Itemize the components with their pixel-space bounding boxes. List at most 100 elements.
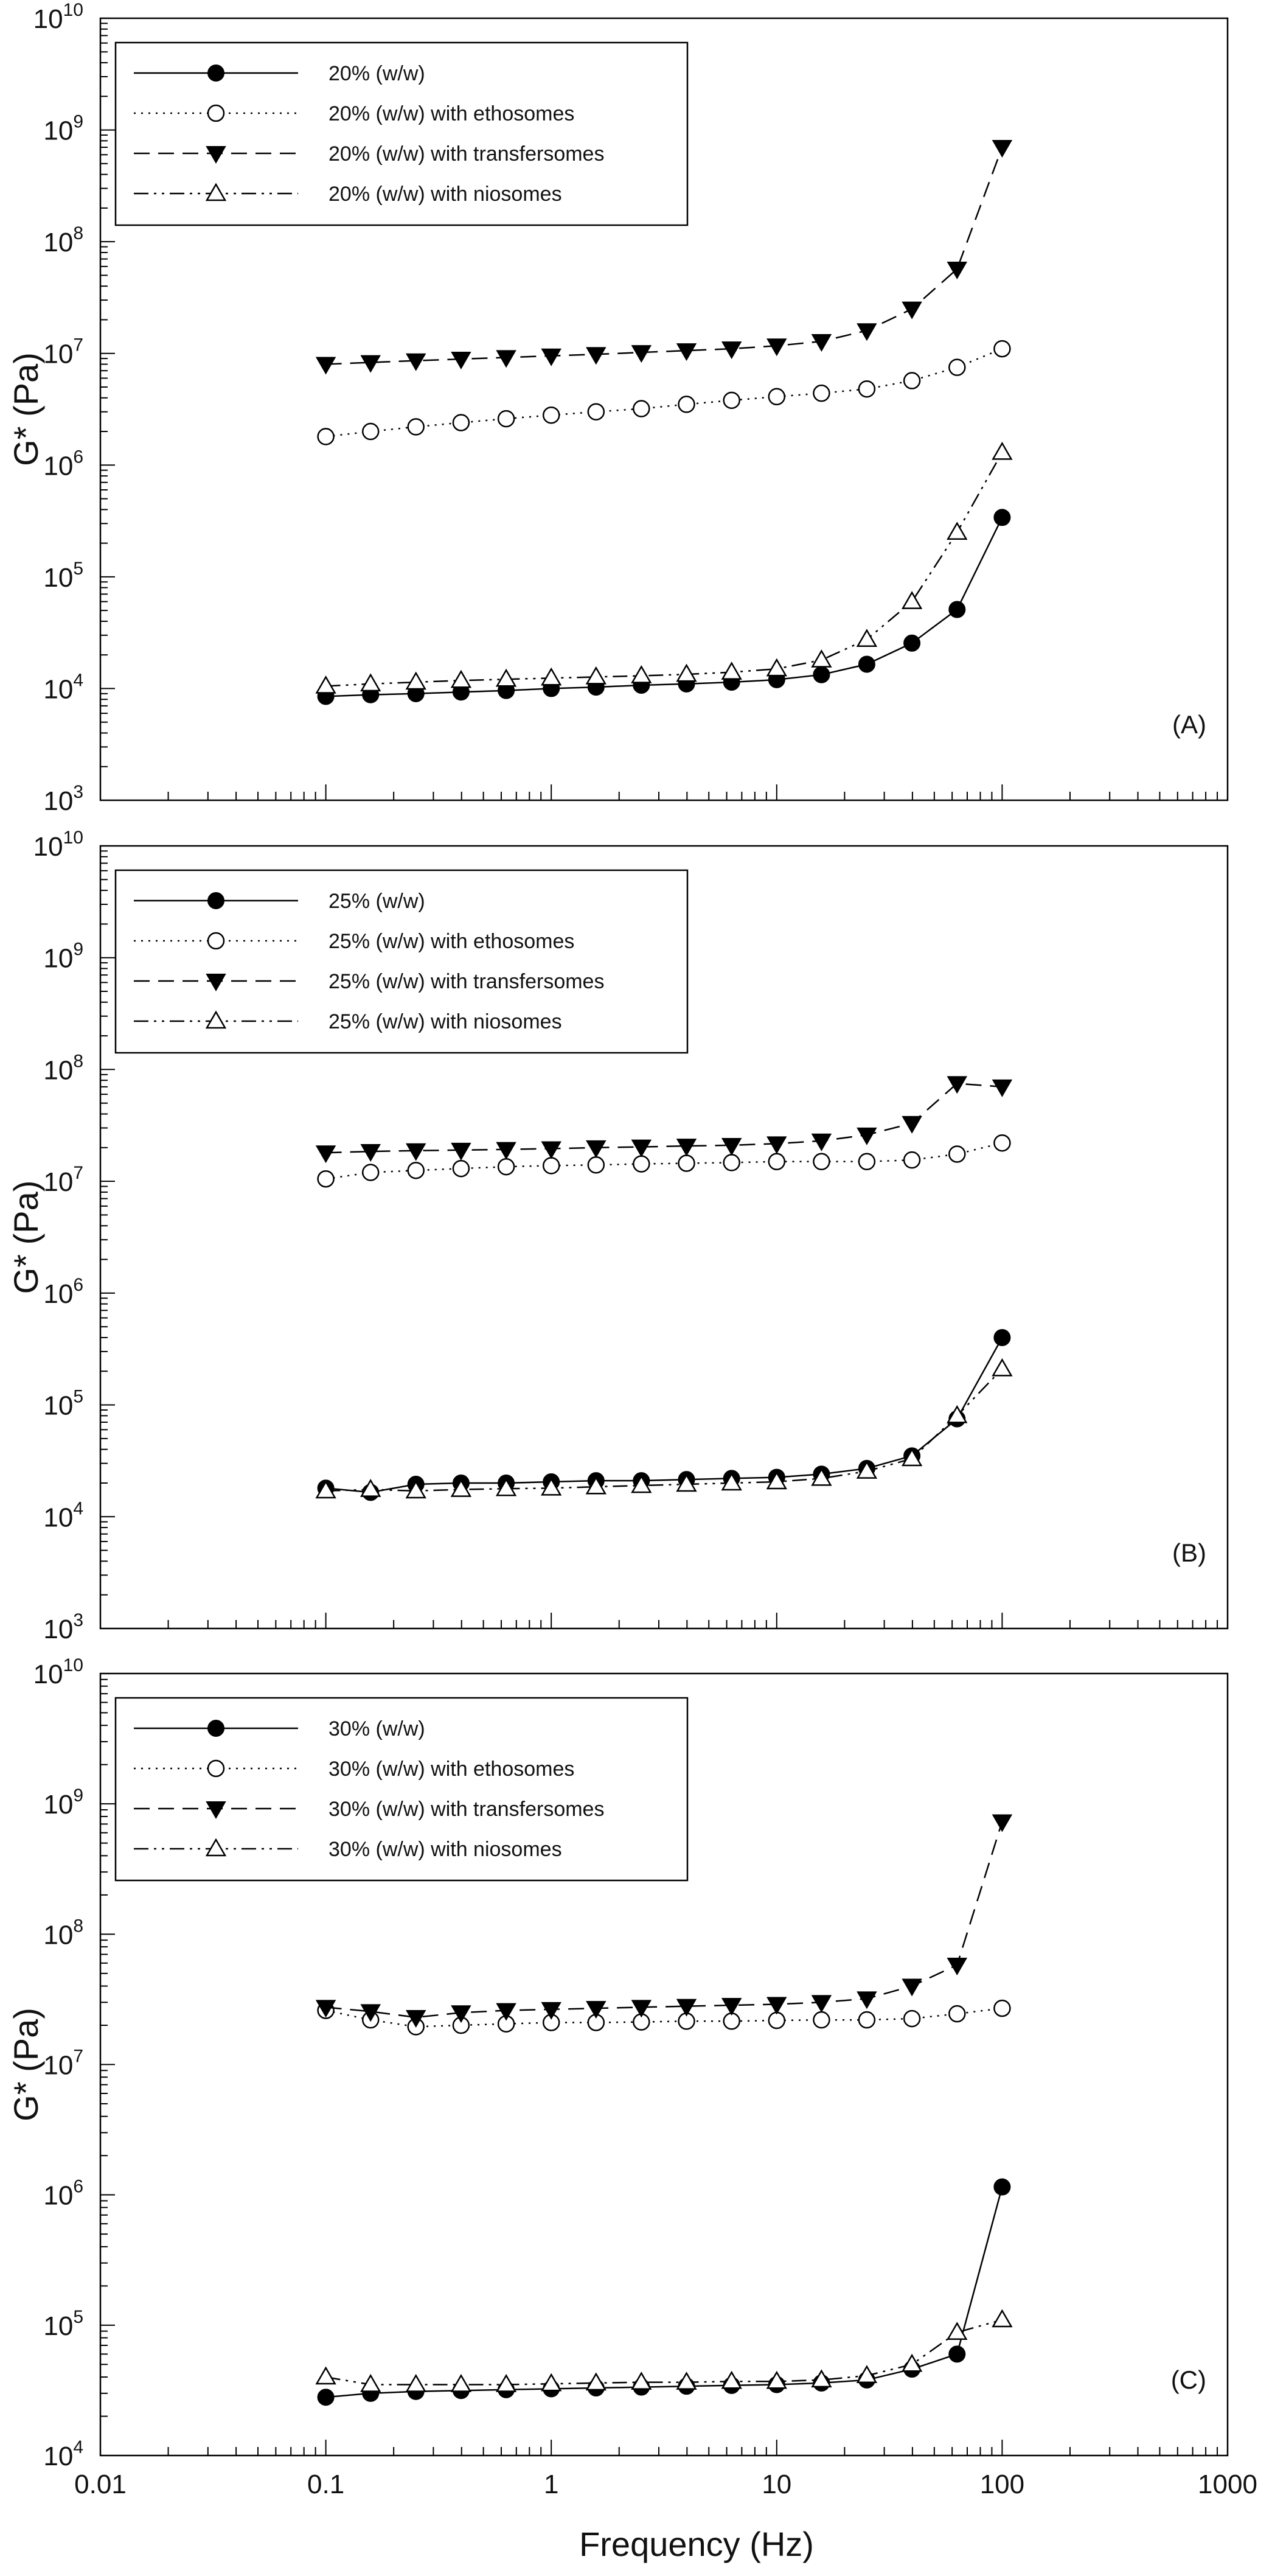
data-point (541, 348, 561, 366)
data-point (405, 2373, 426, 2392)
series-line (325, 1083, 1003, 1154)
data-point (678, 1154, 695, 1172)
data-point (317, 428, 335, 445)
data-point (723, 391, 740, 410)
data-point (766, 1136, 787, 1154)
series-4 (315, 1358, 1013, 1499)
data-point (360, 1479, 381, 1497)
data-point (405, 1143, 426, 1161)
series-line (325, 1821, 1003, 2019)
data-point (541, 1141, 561, 1159)
series-line (325, 2319, 1003, 2386)
data-point (360, 2004, 381, 2022)
series-3 (315, 1814, 1013, 2028)
legend-label: 25% (w/w) with transfersomes (328, 970, 604, 993)
legend-label: 30% (w/w) (328, 1717, 425, 1740)
data-point (676, 343, 697, 361)
data-point (766, 1471, 787, 1490)
data-point (631, 1139, 652, 1157)
data-point (721, 341, 742, 360)
legend-label: 20% (w/w) with ethosomes (328, 102, 574, 125)
y-tick-label: 104 (43, 2437, 83, 2471)
data-point (541, 2373, 562, 2392)
data-point (586, 1140, 606, 1158)
data-point (858, 380, 876, 398)
data-point (721, 1137, 742, 1156)
x-ticks (100, 2440, 1228, 2456)
y-tick-label: 106 (43, 1275, 83, 1309)
data-point (315, 2366, 336, 2385)
data-point (405, 353, 426, 371)
data-point (542, 406, 560, 424)
y-ticks: 103 104 105 106 107 108 109 1010 (33, 828, 115, 1644)
data-point (993, 1134, 1011, 1152)
series-line (325, 517, 1003, 697)
legend-marker (207, 892, 224, 909)
legend-marker (205, 1010, 227, 1029)
data-point (587, 1156, 605, 1174)
data-point (496, 2003, 516, 2021)
data-point (585, 2372, 606, 2391)
y-tick-label: 108 (43, 223, 83, 257)
data-point (633, 400, 650, 417)
data-point (903, 2009, 921, 2028)
data-point (993, 2178, 1011, 2196)
data-point (631, 2372, 652, 2390)
shared-x-axis: Frequency (Hz) 0.01 0.1 1 10 100 1000 (74, 2470, 1257, 2563)
data-point (948, 2345, 966, 2363)
data-point (947, 1957, 968, 1976)
series-2 (317, 340, 1011, 445)
data-point (451, 2005, 471, 2023)
chart-panel: 103 104 105 106 107 108 109 1010 G* (Pa) (B) 25% (… (7, 828, 1229, 1644)
legend-label: 20% (w/w) (328, 62, 425, 85)
legend-marker (205, 183, 227, 201)
legend-label: 30% (w/w) with niosomes (328, 1838, 562, 1861)
x-tick-label: 0.01 (74, 2470, 127, 2499)
legend-marker (206, 974, 226, 992)
y-tick-label: 105 (43, 2307, 83, 2341)
data-point (901, 591, 923, 609)
chart-panel: 103 104 105 106 107 108 109 1010 G* (Pa) (A) 20% (… (7, 0, 1229, 816)
data-point (676, 663, 697, 682)
series-line (325, 2187, 1003, 2398)
data-point (450, 1479, 472, 1497)
data-point (811, 334, 832, 352)
y-ticks: 103 104 105 106 107 108 109 1010 (33, 0, 115, 816)
data-point (452, 1159, 470, 1178)
data-point (451, 352, 471, 370)
y-tick-label: 1010 (33, 0, 83, 34)
legend-marker (207, 1759, 225, 1778)
data-point (948, 1145, 966, 1163)
x-tick-label: 1 (544, 2470, 558, 2499)
data-point (586, 347, 606, 365)
data-point (992, 140, 1013, 158)
x-tick-label: 100 (980, 2470, 1024, 2499)
data-point (633, 1155, 650, 1173)
data-point (495, 1478, 517, 1496)
data-point (450, 669, 472, 688)
data-point (813, 1153, 830, 1171)
data-point (497, 1157, 515, 1176)
data-point (948, 2005, 966, 2023)
data-point (856, 1461, 878, 1479)
y-tick-label: 103 (43, 782, 83, 816)
y-tick-label: 103 (43, 1610, 83, 1644)
data-point (993, 340, 1011, 358)
data-point (992, 1358, 1013, 1377)
y-axis-title: G* (Pa) (7, 2008, 45, 2121)
data-point (676, 1139, 697, 1157)
y-axis-title: G* (Pa) (7, 352, 45, 466)
data-point (450, 2373, 472, 2392)
data-point (768, 1153, 786, 1171)
data-point (452, 414, 470, 431)
y-tick-label: 108 (43, 1051, 83, 1085)
data-point (992, 2309, 1013, 2328)
data-point (497, 410, 515, 428)
legend-label: 25% (w/w) with ethosomes (328, 930, 574, 953)
legend-label: 20% (w/w) with niosomes (328, 183, 562, 206)
y-tick-label: 104 (43, 670, 83, 704)
series-3 (315, 140, 1013, 375)
data-point (813, 666, 830, 683)
data-point (585, 1476, 606, 1495)
